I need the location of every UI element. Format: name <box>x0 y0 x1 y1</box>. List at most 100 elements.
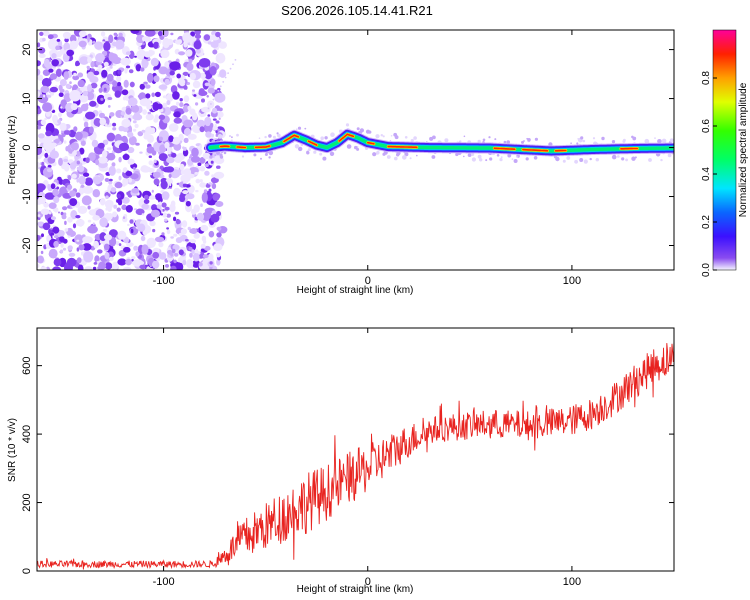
noise-blob <box>112 122 117 127</box>
noise-blob <box>132 120 137 124</box>
noise-blob <box>108 180 113 185</box>
noise-blob <box>174 211 180 215</box>
noise-blob <box>78 30 87 38</box>
noise-blob <box>183 146 187 151</box>
noise-blob <box>120 111 126 116</box>
track-halo <box>268 134 272 138</box>
noise-blob <box>166 227 170 230</box>
track-halo <box>276 132 279 135</box>
noise-blob <box>69 34 77 43</box>
noise-blob <box>128 97 138 107</box>
track-hot <box>387 145 418 149</box>
noise-blob <box>160 213 164 216</box>
noise-blob <box>64 38 69 43</box>
noise-blob <box>115 168 122 174</box>
track-halo <box>513 159 518 163</box>
noise-blob <box>82 243 92 251</box>
y-tick-label: -20 <box>21 238 33 254</box>
noise-blob <box>216 210 222 217</box>
noise-blob <box>173 117 182 124</box>
noise-blob <box>37 125 41 130</box>
noise-blob <box>87 66 90 71</box>
noise-blob <box>52 114 58 123</box>
track-halo <box>432 135 436 140</box>
noise-blob <box>72 223 77 229</box>
noise-blob <box>82 236 93 244</box>
noise-blob <box>168 123 179 132</box>
noise-blob <box>198 262 203 267</box>
noise-blob <box>159 144 167 153</box>
noise-blob <box>193 40 202 50</box>
noise-blob <box>182 71 189 76</box>
noise-blob <box>87 56 93 64</box>
track-halo <box>611 154 617 160</box>
noise-blob <box>203 34 211 41</box>
noise-blob <box>50 183 56 190</box>
noise-blob <box>185 238 189 242</box>
noise-blob <box>182 149 189 157</box>
noise-blob <box>37 147 42 156</box>
noise-blob <box>133 208 138 211</box>
noise-blob <box>164 206 170 211</box>
noise-blob <box>92 222 95 225</box>
x-tick-label: 100 <box>563 576 581 588</box>
noise-blob <box>170 32 174 36</box>
noise-blob <box>197 162 202 166</box>
noise-blob <box>147 111 152 115</box>
noise-blob <box>211 174 215 178</box>
track-halo <box>386 155 391 159</box>
noise-blob <box>162 166 171 173</box>
noise-blob <box>182 32 193 43</box>
colorbar-tick-label: 0.4 <box>701 167 712 181</box>
noise-blob <box>47 184 51 188</box>
noise-blob <box>140 235 146 242</box>
noise-blob <box>207 114 211 117</box>
noise-blob <box>166 229 171 235</box>
noise-blob <box>215 120 220 124</box>
track-halo <box>525 157 529 161</box>
noise-blob <box>150 209 160 218</box>
noise-blob <box>125 107 132 115</box>
noise-blob <box>53 235 59 239</box>
noise-blob <box>42 222 51 231</box>
noise-blob <box>129 219 134 224</box>
track-halo <box>648 158 652 162</box>
track-halo <box>463 155 465 158</box>
noise-blob <box>64 262 73 270</box>
noise-blob <box>171 152 177 158</box>
noise-blob <box>190 31 196 36</box>
noise-blob <box>191 249 195 254</box>
noise-blob <box>173 233 178 237</box>
track-halo <box>654 137 656 140</box>
noise-blob <box>193 204 200 213</box>
noise-blob <box>97 249 103 254</box>
noise-blob <box>44 152 49 158</box>
noise-blob <box>195 102 199 106</box>
noise-blob <box>40 119 47 126</box>
noise-blob <box>125 51 131 56</box>
track-hot <box>338 133 355 142</box>
noise-blob <box>144 126 154 135</box>
noise-blob <box>122 178 129 186</box>
noise-blob <box>152 251 160 259</box>
track-halo <box>566 156 571 160</box>
noise-blob <box>107 213 113 220</box>
noise-blob <box>157 30 163 37</box>
noise-blob <box>112 263 115 267</box>
noise-blob <box>123 246 131 253</box>
noise-blob <box>160 180 168 190</box>
noise-blob <box>55 68 62 78</box>
track-halo <box>506 140 511 144</box>
track-halo <box>307 148 311 152</box>
noise-blob <box>183 95 190 103</box>
noise-blob <box>175 237 183 244</box>
noise-blob <box>180 228 187 235</box>
noise-blob <box>179 102 184 108</box>
track-halo <box>534 137 539 141</box>
noise-blob <box>149 173 152 176</box>
noise-blob <box>216 165 221 169</box>
noise-blob <box>60 211 64 216</box>
track-halo <box>298 146 303 152</box>
noise-blob <box>134 123 139 129</box>
noise-blob <box>37 42 41 48</box>
